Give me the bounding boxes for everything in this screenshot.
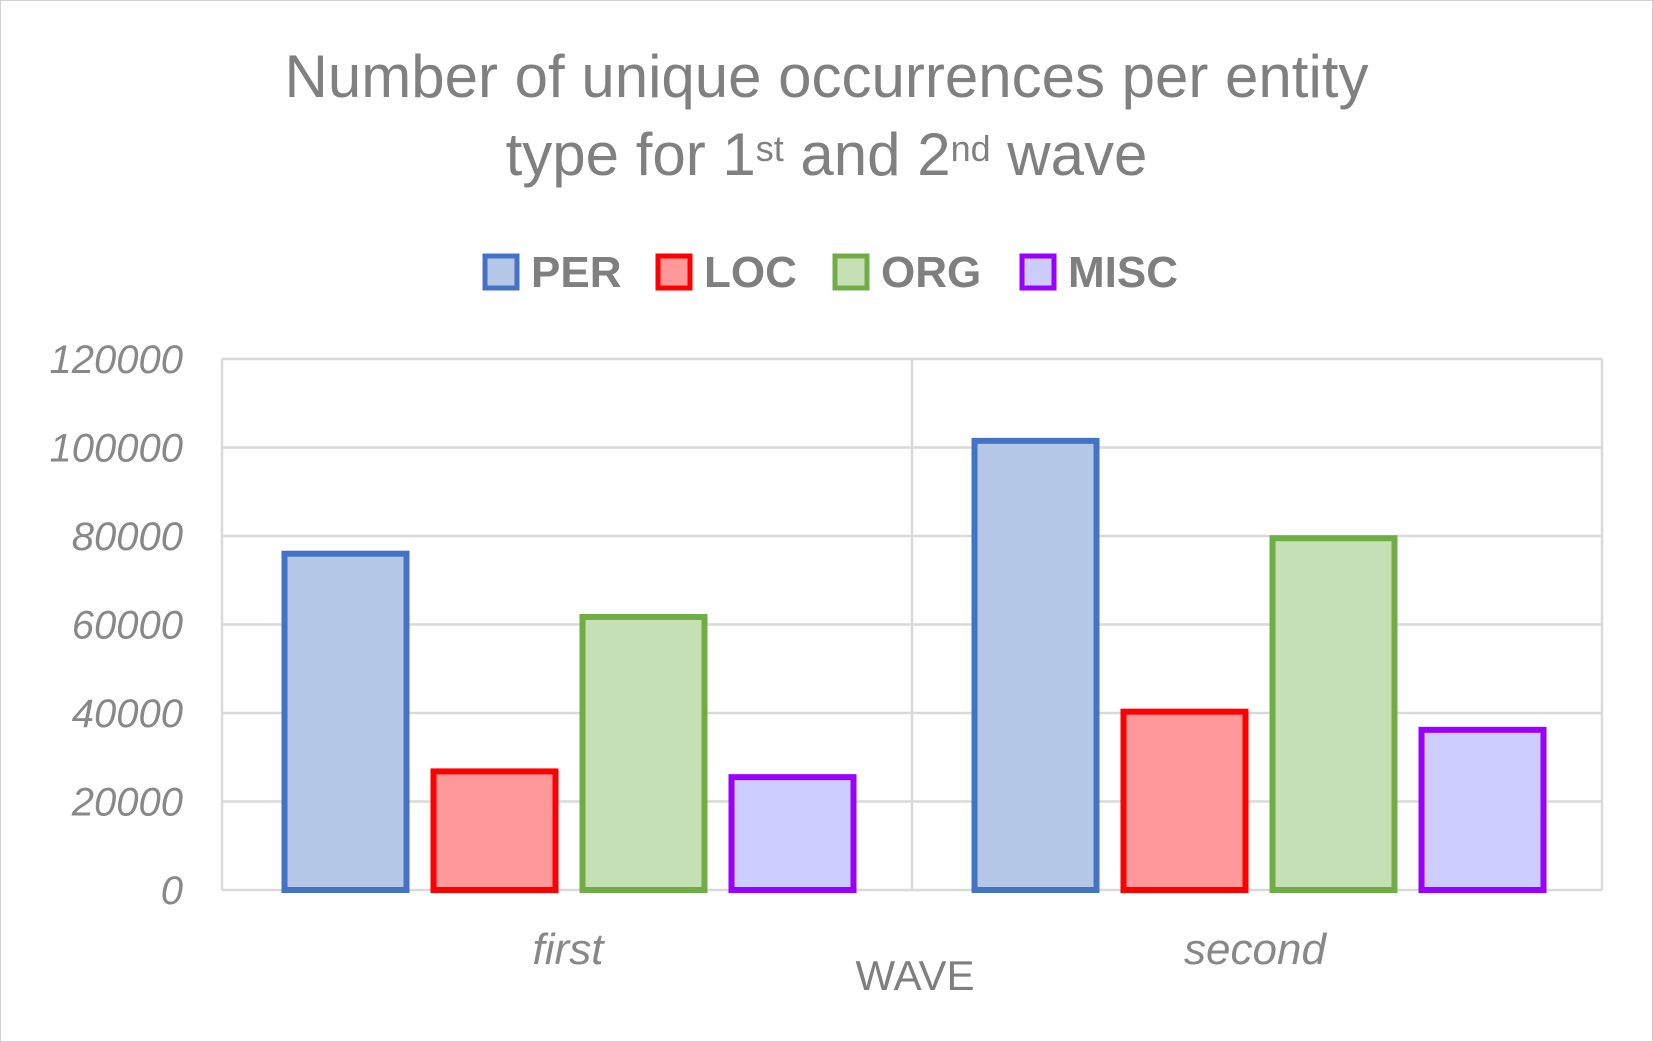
x-category-label: second	[1184, 925, 1327, 974]
legend-swatch-org	[832, 253, 870, 291]
bars	[281, 437, 1547, 894]
bar-misc-first	[728, 774, 857, 893]
legend-swatch-misc	[1019, 253, 1057, 291]
legend-swatch-loc	[655, 253, 693, 291]
bar-loc-first	[430, 768, 559, 893]
y-tick-label: 100000	[50, 427, 183, 471]
bar-loc-second	[1120, 708, 1249, 893]
y-tick-label: 40000	[72, 692, 183, 736]
legend-label-per: PER	[531, 248, 621, 297]
x-axis-categories: first second	[533, 925, 1328, 974]
y-tick-label: 0	[161, 869, 183, 913]
chart-title: Number of unique occurrences per entity …	[0, 38, 1653, 194]
bar-org-second	[1269, 535, 1398, 894]
bar-per-first	[281, 550, 410, 893]
y-tick-label: 80000	[72, 515, 183, 559]
title-text-c: wave	[990, 121, 1148, 188]
y-axis-ticks: 0 20000 40000 60000 80000 100000 120000	[50, 338, 183, 913]
bar-org-first	[579, 613, 708, 893]
bar-per-second	[971, 437, 1100, 893]
y-tick-label: 60000	[72, 604, 183, 648]
legend-label-org: ORG	[881, 248, 981, 297]
y-tick-label: 120000	[50, 338, 183, 382]
title-superscript-nd: nd	[950, 128, 991, 169]
chart-title-line-2: type for 1st and 2nd wave	[0, 116, 1653, 194]
legend-swatch-per	[482, 253, 520, 291]
bar-misc-second	[1418, 726, 1547, 893]
title-text-b: and 2	[783, 121, 951, 188]
x-category-label: first	[533, 925, 606, 974]
x-axis-title: WAVE	[855, 952, 974, 999]
title-superscript-st: st	[755, 128, 784, 169]
title-text-a: type for 1	[505, 121, 756, 188]
legend-label-loc: LOC	[704, 248, 797, 297]
y-tick-label: 20000	[71, 781, 183, 825]
legend-label-misc: MISC	[1068, 248, 1178, 297]
chart-title-line-1: Number of unique occurrences per entity	[284, 43, 1369, 110]
legend: PER LOC ORG MISC	[482, 248, 1178, 297]
